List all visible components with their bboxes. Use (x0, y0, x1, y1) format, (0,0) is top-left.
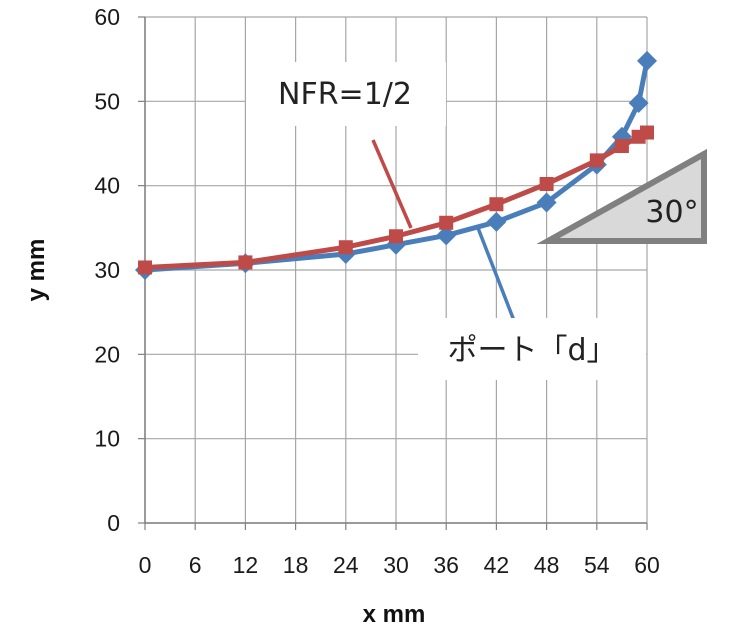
data-point-diamond (637, 50, 657, 71)
data-point-square (640, 125, 654, 140)
data-point-diamond (536, 192, 557, 213)
y-tick-label: 0 (107, 510, 120, 536)
x-tick-labels: 0 6 12 18 24 30 36 42 48 54 60 (139, 552, 660, 578)
data-point-square (338, 240, 353, 255)
nfr-callout-box (246, 62, 446, 126)
series-2 (138, 125, 654, 275)
data-point-square (489, 197, 504, 212)
x-tick-label: 30 (383, 552, 409, 578)
y-tick-labels: 0 10 20 30 40 50 60 (94, 4, 120, 536)
grid-lines (144, 16, 648, 524)
x-tick-label: 36 (433, 552, 459, 578)
data-point-diamond (486, 211, 507, 232)
x-axis-title: x mm (363, 601, 426, 628)
x-tick-label: 18 (283, 552, 309, 578)
y-tick-label: 40 (94, 173, 120, 199)
port-callout-box (418, 318, 646, 380)
nfr-callout-line (371, 139, 413, 229)
data-point-square (614, 139, 629, 154)
x-tick-label: 48 (534, 552, 560, 578)
y-tick-label: 50 (94, 88, 120, 114)
data-point-square (589, 153, 604, 168)
y-axis-title: y mm (23, 239, 50, 302)
data-point-diamond (436, 225, 457, 246)
x-tick-label: 24 (333, 552, 359, 578)
data-point-square (439, 215, 454, 230)
y-tick-label: 20 (94, 341, 120, 367)
data-point-square (138, 260, 152, 275)
y-tick-label: 10 (94, 426, 120, 452)
y-tick-label: 60 (94, 4, 120, 30)
y-tick-label: 30 (94, 257, 120, 283)
data-point-square (389, 229, 403, 244)
data-point-diamond (628, 93, 649, 114)
data-point-square (238, 255, 253, 270)
nfr-callout-label: NFR=1/2 (278, 77, 412, 112)
x-tick-label: 60 (634, 552, 660, 578)
angle-label: 30° (645, 195, 698, 230)
x-tick-label: 54 (584, 552, 610, 578)
data-point-square (539, 176, 554, 191)
x-tick-label: 6 (189, 552, 202, 578)
x-tick-label: 12 (233, 552, 259, 578)
x-tick-label: 0 (139, 552, 152, 578)
angle-triangle (536, 148, 707, 244)
series-group (135, 50, 657, 280)
port-callout-label: ポート「d」 (447, 333, 616, 368)
x-tick-label: 42 (484, 552, 510, 578)
